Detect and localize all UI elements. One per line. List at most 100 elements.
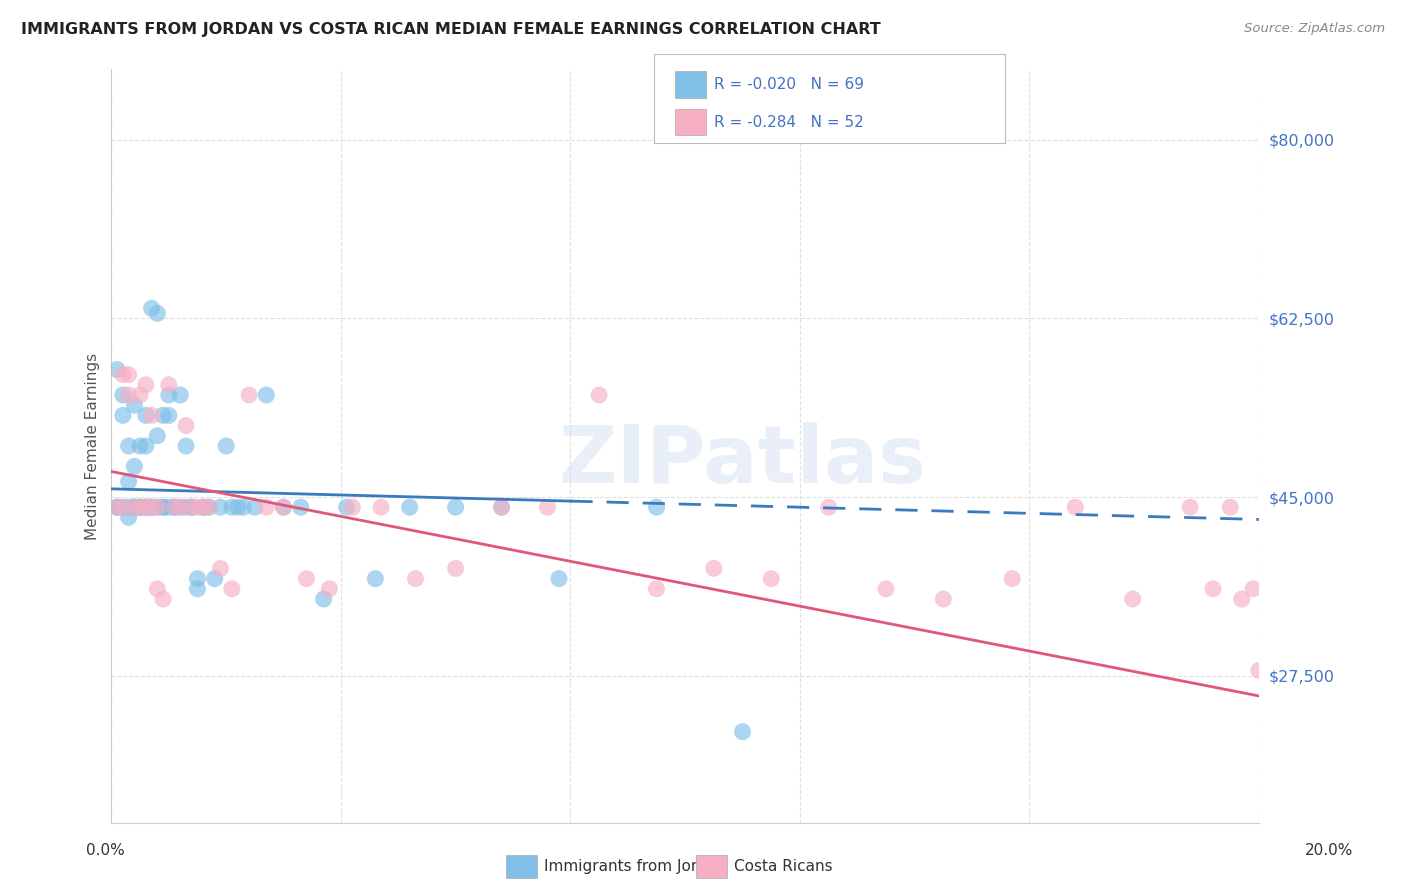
Point: [1001, 572, 1024, 586]
Point: [146, 500, 169, 515]
Text: R = -0.020   N = 69: R = -0.020 N = 69: [714, 77, 865, 92]
Point: [169, 388, 191, 402]
Point: [129, 388, 152, 402]
Point: [163, 500, 186, 515]
Text: Immigrants from Jordan: Immigrants from Jordan: [544, 859, 725, 873]
Point: [169, 500, 191, 515]
Point: [141, 500, 163, 515]
Point: [124, 500, 146, 515]
Point: [232, 500, 254, 515]
Point: [105, 500, 128, 515]
Point: [198, 500, 221, 515]
Point: [290, 500, 312, 515]
Point: [105, 500, 128, 515]
Point: [111, 388, 134, 402]
Point: [141, 500, 163, 515]
Point: [141, 409, 163, 423]
Point: [157, 377, 180, 392]
Point: [875, 582, 897, 596]
Point: [817, 500, 839, 515]
Point: [146, 429, 169, 443]
Point: [703, 561, 725, 575]
Point: [111, 500, 134, 515]
Point: [117, 500, 139, 515]
Point: [124, 459, 146, 474]
Point: [645, 500, 668, 515]
Point: [215, 439, 238, 453]
Point: [370, 500, 392, 515]
Point: [141, 301, 163, 316]
Point: [342, 500, 364, 515]
Point: [129, 500, 152, 515]
Point: [221, 500, 243, 515]
Text: Costa Ricans: Costa Ricans: [734, 859, 832, 873]
Point: [135, 439, 157, 453]
Point: [152, 500, 174, 515]
Point: [254, 500, 277, 515]
Point: [129, 500, 152, 515]
Point: [124, 500, 146, 515]
Point: [105, 362, 128, 376]
Point: [761, 572, 783, 586]
Point: [1064, 500, 1087, 515]
Point: [336, 500, 359, 515]
Point: [152, 500, 174, 515]
Point: [111, 368, 134, 382]
Point: [273, 500, 295, 515]
Point: [238, 388, 260, 402]
Point: [398, 500, 420, 515]
Point: [111, 500, 134, 515]
Point: [318, 582, 340, 596]
Point: [129, 439, 152, 453]
Text: IMMIGRANTS FROM JORDAN VS COSTA RICAN MEDIAN FEMALE EARNINGS CORRELATION CHART: IMMIGRANTS FROM JORDAN VS COSTA RICAN ME…: [21, 22, 880, 37]
Point: [135, 500, 157, 515]
Point: [1219, 500, 1241, 515]
Point: [169, 500, 191, 515]
Text: Source: ZipAtlas.com: Source: ZipAtlas.com: [1244, 22, 1385, 36]
Point: [152, 409, 174, 423]
Point: [117, 510, 139, 524]
Point: [1230, 592, 1253, 607]
Point: [198, 500, 221, 515]
Point: [146, 582, 169, 596]
Point: [1122, 592, 1144, 607]
Point: [588, 388, 610, 402]
Point: [273, 500, 295, 515]
Point: [180, 500, 202, 515]
Point: [405, 572, 427, 586]
Point: [163, 500, 186, 515]
Point: [117, 368, 139, 382]
Point: [226, 500, 249, 515]
Point: [124, 398, 146, 412]
Point: [180, 500, 202, 515]
Point: [129, 500, 152, 515]
Y-axis label: Median Female Earnings: Median Female Earnings: [86, 352, 100, 540]
Point: [204, 572, 226, 586]
Point: [124, 500, 146, 515]
Point: [186, 500, 208, 515]
Point: [193, 500, 215, 515]
Point: [444, 500, 467, 515]
Point: [135, 377, 157, 392]
Point: [157, 388, 180, 402]
Point: [186, 572, 208, 586]
Point: [146, 500, 169, 515]
Point: [731, 724, 754, 739]
Text: R = -0.284   N = 52: R = -0.284 N = 52: [714, 114, 865, 129]
Point: [491, 500, 513, 515]
Point: [157, 409, 180, 423]
Point: [129, 500, 152, 515]
Point: [174, 418, 197, 433]
Point: [243, 500, 266, 515]
Point: [1247, 664, 1270, 678]
Point: [221, 582, 243, 596]
Point: [146, 306, 169, 320]
Text: 20.0%: 20.0%: [1305, 843, 1353, 858]
Point: [135, 500, 157, 515]
Point: [135, 500, 157, 515]
Point: [193, 500, 215, 515]
Point: [295, 572, 318, 586]
Point: [163, 500, 186, 515]
Text: 0.0%: 0.0%: [86, 843, 125, 858]
Point: [135, 409, 157, 423]
